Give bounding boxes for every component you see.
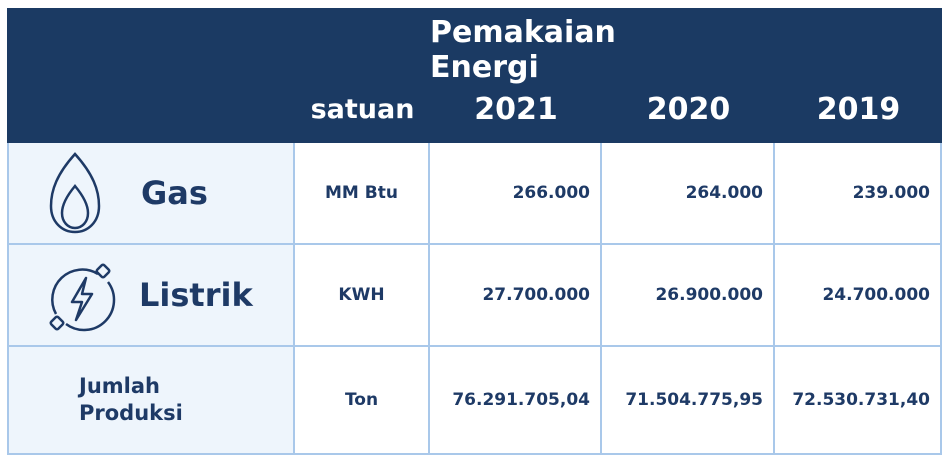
- value-cell: 27.700.000: [430, 245, 602, 347]
- row-label: Gas: [141, 174, 208, 212]
- value-cell: 76.291.705,04: [430, 347, 602, 455]
- value-cell: 264.000: [602, 143, 775, 245]
- unit-cell: Ton: [295, 347, 430, 455]
- row-label-cell: Listrik: [7, 245, 295, 347]
- header-title: Pemakaian Energi: [430, 15, 616, 85]
- electricity-icon: [49, 263, 116, 332]
- value-cell: 239.000: [775, 143, 942, 245]
- unit-header: satuan: [310, 93, 415, 125]
- value-cell: 24.700.000: [775, 245, 942, 347]
- row-label: Listrik: [139, 276, 253, 314]
- value-cell: 266.000: [430, 143, 602, 245]
- value-cell: 26.900.000: [602, 245, 775, 347]
- unit-cell: MM Btu: [295, 143, 430, 245]
- year-header: 2021: [474, 91, 558, 127]
- year-header: 2020: [646, 91, 731, 127]
- value-cell: 72.530.731,40: [775, 347, 942, 455]
- year-header: 2019: [816, 91, 901, 127]
- unit-cell: KWH: [295, 245, 430, 347]
- value-cell: 71.504.775,95: [602, 347, 775, 455]
- row-label-cell: Gas: [7, 143, 295, 245]
- table-header: [7, 8, 942, 143]
- gas-icon: [49, 152, 101, 234]
- row-label: Jumlah Produksi: [79, 373, 183, 425]
- row-label-cell: Jumlah Produksi: [7, 347, 295, 455]
